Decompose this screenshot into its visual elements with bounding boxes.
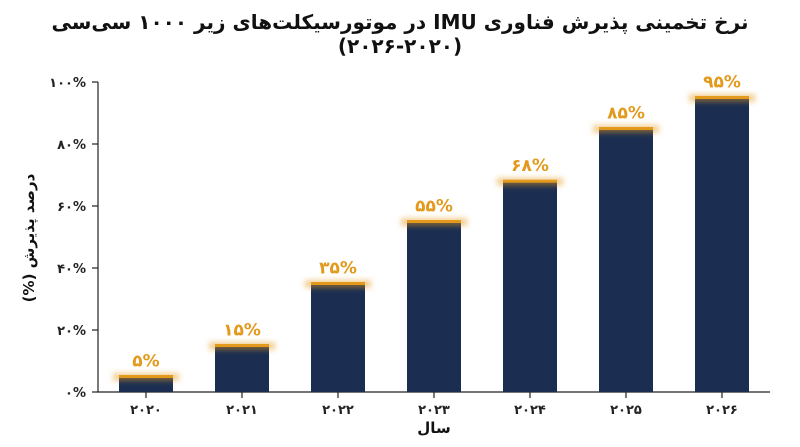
bar-top-highlight	[311, 282, 365, 285]
bar	[311, 283, 365, 392]
bar-top-highlight	[695, 96, 749, 99]
data-label: ۸۵%	[607, 104, 645, 124]
y-tick-label: ۶۰%	[57, 200, 86, 215]
bar	[407, 221, 461, 392]
data-label: ۵۵%	[415, 197, 453, 217]
data-label: ۹۵%	[703, 73, 741, 93]
y-axis-title: درصد پذیرش (%)	[20, 173, 39, 302]
chart-title: نرخ تخمینی پذیرش فناوری IMU در موتورسیکل…	[51, 10, 749, 58]
y-axis: ۰% ۲۰% ۴۰% ۶۰% ۸۰% ۱۰۰%	[49, 76, 99, 401]
bar-top-highlight	[503, 179, 557, 183]
data-label: ۳۵%	[319, 259, 357, 279]
bar	[695, 97, 749, 392]
bars	[113, 94, 755, 392]
bar	[215, 345, 269, 392]
x-axis: ۲۰۲۰ ۲۰۲۱ ۲۰۲۲ ۲۰۲۳ ۲۰۲۴ ۲۰۲۵ ۲۰۲۶	[98, 391, 770, 418]
x-axis-title: سال	[417, 419, 450, 437]
x-tick-label: ۲۰۲۰	[130, 403, 162, 418]
y-tick-label: ۲۰%	[57, 324, 86, 339]
bar-top-highlight	[215, 344, 269, 347]
data-label: ۶۸%	[511, 156, 549, 176]
y-tick-label: ۰%	[65, 386, 86, 401]
y-tick-label: ۴۰%	[57, 262, 86, 277]
data-label: ۱۵%	[223, 321, 261, 341]
x-tick-label: ۲۰۲۴	[514, 403, 546, 418]
x-tick-label: ۲۰۲۳	[418, 403, 450, 418]
x-tick-label: ۲۰۲۶	[706, 403, 738, 418]
x-tick-label: ۲۰۲۲	[322, 403, 354, 418]
bar	[503, 181, 557, 392]
bar-top-highlight	[599, 127, 653, 130]
x-tick-label: ۲۰۲۱	[226, 403, 258, 418]
bar-top-highlight	[119, 375, 173, 378]
data-label: ۵%	[132, 352, 159, 372]
bar	[599, 128, 653, 392]
bar-top-highlight	[407, 220, 461, 223]
x-tick-label: ۲۰۲۵	[610, 403, 642, 418]
y-tick-label: ۸۰%	[57, 138, 86, 153]
y-tick-label: ۱۰۰%	[49, 76, 86, 91]
data-labels: ۵% ۱۵% ۳۵% ۵۵% ۶۸% ۸۵% ۹۵%	[132, 73, 741, 372]
